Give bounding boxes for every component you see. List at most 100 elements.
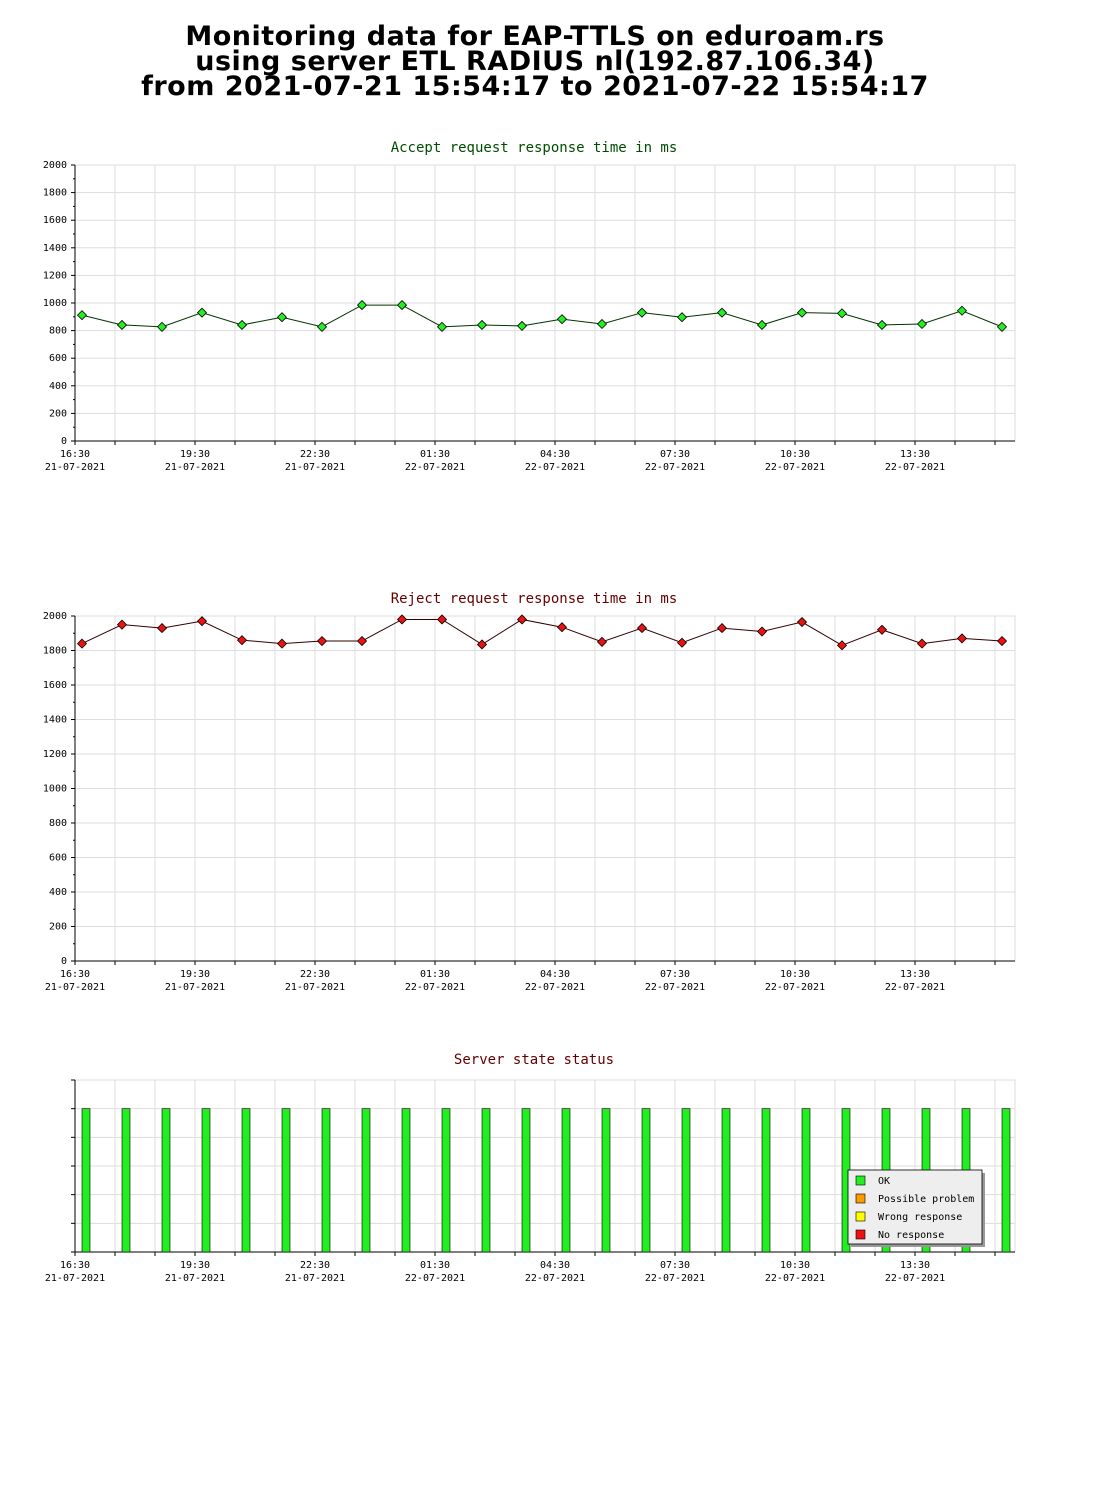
data-point	[76, 638, 88, 649]
status-bar	[441, 1108, 451, 1253]
data-point	[596, 636, 608, 647]
y-tick-label: 1600	[43, 680, 67, 691]
data-point	[156, 321, 168, 332]
status-bar	[81, 1108, 91, 1253]
x-tick-label-time: 22:30	[300, 1260, 330, 1271]
data-point	[276, 312, 288, 323]
y-tick-label: 1200	[43, 749, 67, 760]
data-point	[396, 614, 408, 625]
status-bar	[681, 1108, 691, 1253]
x-tick-label-time: 19:30	[180, 969, 210, 980]
y-tick-label: 800	[49, 818, 67, 829]
data-point	[876, 319, 888, 331]
x-tick-label-time: 22:30	[300, 969, 330, 980]
x-tick-label-date: 21-07-2021	[45, 982, 105, 993]
status-bar	[521, 1108, 531, 1253]
status-bar	[401, 1108, 411, 1253]
status-bar	[641, 1108, 651, 1253]
x-tick-label-date: 22-07-2021	[885, 982, 945, 993]
accept-response-chart: Accept request response time in ms 0 200 40…	[43, 140, 1016, 473]
data-point	[316, 635, 328, 647]
data-point	[476, 319, 488, 331]
status-bar	[761, 1108, 771, 1253]
data-point	[996, 635, 1008, 647]
y-tick-label: 1200	[43, 270, 67, 281]
x-tick-label-date: 22-07-2021	[645, 982, 705, 993]
x-tick-label-time: 22:30	[300, 449, 330, 460]
x-tick-label-time: 10:30	[780, 1260, 810, 1271]
data-point	[596, 318, 608, 330]
x-tick-label-date: 22-07-2021	[645, 462, 705, 473]
x-tick-label-time: 16:30	[60, 969, 90, 980]
data-point	[556, 314, 568, 325]
x-tick-label-time: 01:30	[420, 1260, 450, 1271]
data-point	[356, 300, 368, 311]
x-tick-label-time: 04:30	[540, 969, 570, 980]
x-tick-label-date: 21-07-2021	[165, 982, 225, 993]
x-tick-label-date: 21-07-2021	[45, 462, 105, 473]
data-point	[716, 307, 728, 318]
x-tick-label-date: 22-07-2021	[885, 462, 945, 473]
status-bar	[481, 1108, 491, 1253]
x-tick-label-time: 04:30	[540, 449, 570, 460]
x-tick-label-date: 21-07-2021	[285, 1273, 345, 1284]
y-tick-label: 2000	[43, 160, 67, 171]
status-bar	[801, 1108, 811, 1253]
status-bar	[161, 1108, 171, 1253]
y-tick-label: 2000	[43, 611, 67, 622]
legend-label: No response	[878, 1230, 944, 1241]
x-tick-label-time: 01:30	[420, 969, 450, 980]
x-tick-label-date: 21-07-2021	[285, 462, 345, 473]
data-point	[436, 614, 448, 625]
series-line	[81, 304, 1003, 328]
data-point	[556, 622, 568, 633]
x-tick-label-date: 22-07-2021	[765, 462, 825, 473]
x-tick-label-date: 22-07-2021	[765, 1273, 825, 1284]
x-tick-label-time: 04:30	[540, 1260, 570, 1271]
data-point	[796, 616, 808, 628]
x-tick-label-time: 10:30	[780, 449, 810, 460]
data-point	[836, 308, 848, 319]
x-tick-label-time: 01:30	[420, 449, 450, 460]
x-tick-label-date: 21-07-2021	[45, 1273, 105, 1284]
legend-box	[847, 1169, 983, 1245]
data-point	[716, 623, 728, 634]
data-point	[676, 312, 688, 323]
data-point	[796, 307, 808, 318]
chart-title: Server state status	[454, 1052, 614, 1068]
data-point	[76, 310, 88, 321]
status-bar	[361, 1108, 371, 1253]
reject-response-chart: Reject request response time in ms 0 200 40…	[43, 591, 1016, 993]
data-point	[956, 633, 968, 644]
x-tick-label-date: 21-07-2021	[285, 982, 345, 993]
x-tick-label-time: 16:30	[60, 449, 90, 460]
y-tick-label: 200	[49, 922, 67, 933]
data-point	[916, 318, 928, 330]
x-tick-label-date: 22-07-2021	[405, 462, 465, 473]
x-tick-label-date: 22-07-2021	[885, 1273, 945, 1284]
data-point	[516, 320, 528, 331]
legend-label: Possible problem	[878, 1194, 974, 1205]
y-tick-label: 600	[49, 353, 67, 364]
status-bar	[121, 1108, 131, 1253]
data-point	[636, 623, 648, 634]
data-point	[876, 624, 888, 635]
chart-title: Accept request response time in ms	[391, 140, 678, 156]
data-point	[276, 638, 288, 649]
x-tick-label-time: 19:30	[180, 449, 210, 460]
data-point	[236, 319, 248, 331]
data-point	[756, 626, 768, 637]
data-point	[996, 321, 1008, 332]
title-line-3: from 2021-07-21 15:54:17 to 2021-07-22 1…	[141, 71, 929, 102]
title-line-1: Monitoring data for EAP-TTLS on eduroam.…	[185, 21, 885, 52]
x-tick-label-time: 13:30	[900, 969, 930, 980]
status-bar	[561, 1108, 571, 1253]
x-tick-label-date: 22-07-2021	[405, 1273, 465, 1284]
x-tick-label-time: 13:30	[900, 1260, 930, 1271]
x-tick-label-date: 22-07-2021	[645, 1273, 705, 1284]
data-point	[636, 307, 648, 318]
y-tick-label: 1600	[43, 215, 67, 226]
y-tick-label: 1000	[43, 298, 67, 309]
data-point	[916, 638, 928, 649]
data-point	[196, 307, 208, 318]
